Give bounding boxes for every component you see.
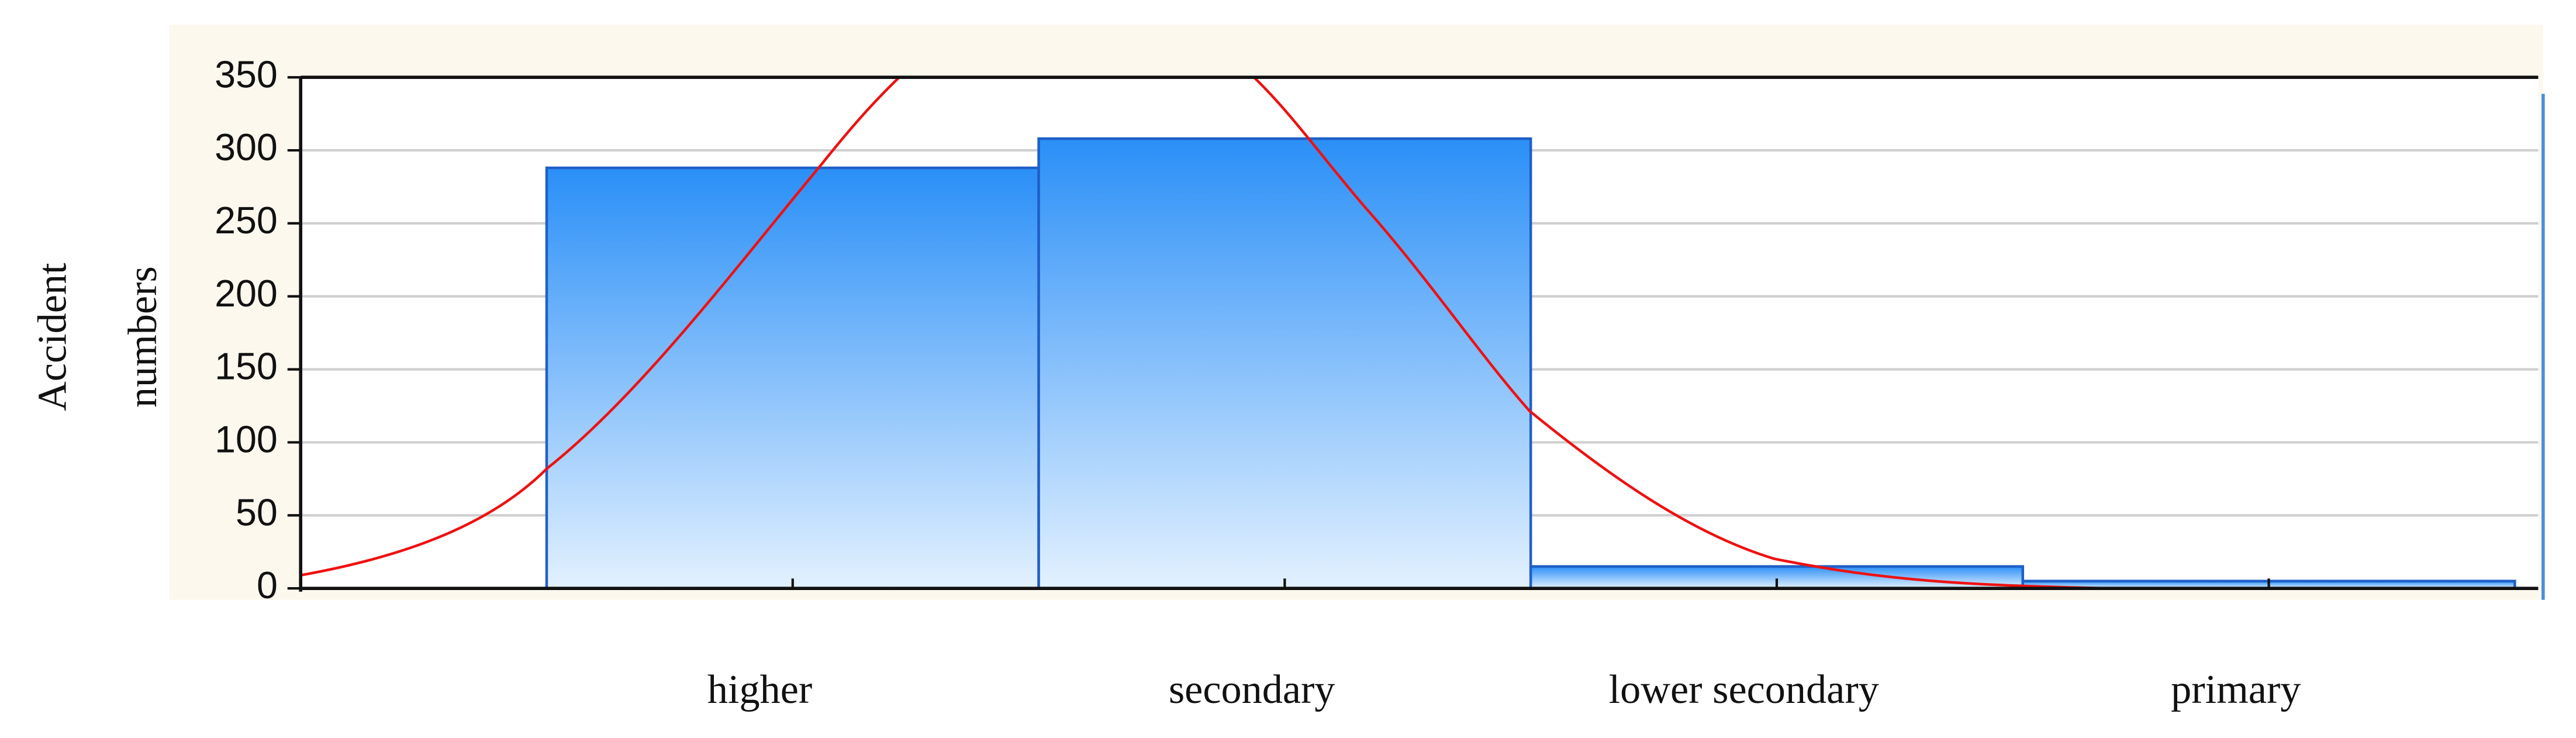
fitted-curve (301, 77, 2108, 589)
y-tick-label: 350 (215, 53, 278, 95)
x-tick-label: secondary (1169, 667, 1335, 712)
y-tick-label: 150 (215, 346, 278, 388)
y-tick-label: 250 (215, 199, 278, 242)
y-tick-label: 100 (215, 419, 278, 461)
bar (545, 166, 1040, 590)
x-tick-label: higher (707, 667, 812, 712)
y-axis-label: Accident numbers (29, 263, 165, 411)
y-tick-label: 50 (236, 491, 278, 533)
y-tick-label: 0 (257, 564, 278, 606)
x-tick-label: lower secondary (1609, 667, 1879, 712)
x-tick-label: primary (2171, 667, 2301, 712)
bar (1037, 137, 1532, 590)
y-tick-label: 300 (215, 126, 278, 168)
y-tick-label: 200 (215, 273, 278, 315)
